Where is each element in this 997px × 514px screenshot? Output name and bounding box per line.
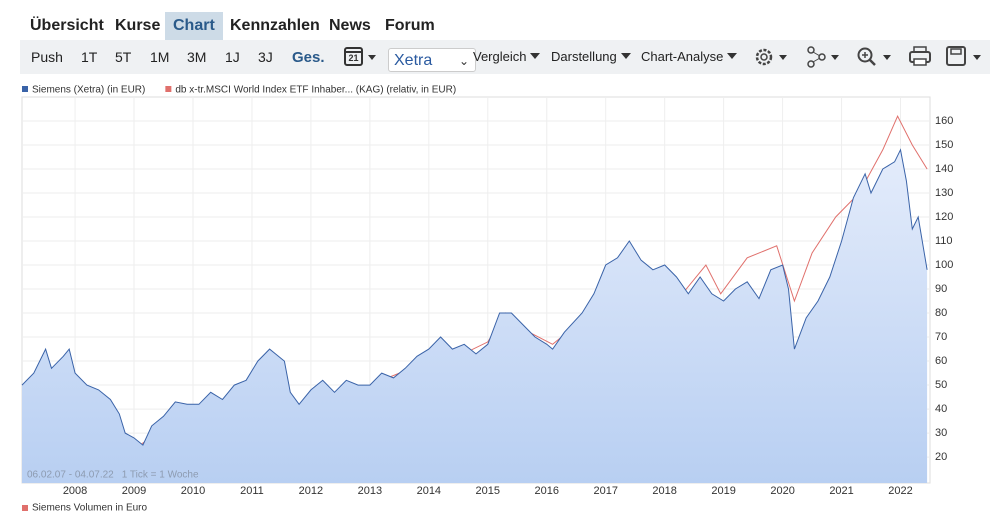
range-button[interactable]: 5T (115, 49, 132, 65)
x-tick-label: 2008 (63, 485, 87, 497)
exchange: Xetra (394, 52, 433, 69)
y-tick-label: 100 (935, 259, 953, 271)
range-button[interactable]: Ges. (292, 49, 325, 66)
x-tick-label: 2018 (652, 485, 676, 497)
range-button[interactable]: Push (31, 49, 63, 65)
y-tick-label: 40 (935, 403, 947, 415)
range-button[interactable]: 3J (258, 49, 273, 65)
calendar-day: 21 (348, 53, 358, 63)
range-button[interactable]: 1T (81, 49, 98, 65)
y-tick-label: 60 (935, 355, 947, 367)
calendar-icon[interactable]: 21 (344, 47, 376, 66)
x-tick-label: 2016 (535, 485, 559, 497)
series-line (21, 148, 928, 446)
legend-label: Siemens Volumen in Euro (32, 503, 148, 514)
plot-area (21, 96, 931, 484)
toolbar-icons: 21 (344, 46, 981, 68)
nodes-icon[interactable] (807, 46, 839, 68)
range-button[interactable]: 1M (150, 49, 170, 65)
nav-tab[interactable]: News (329, 17, 371, 34)
x-tick-label: 2022 (888, 485, 912, 497)
range-button[interactable]: 1J (225, 49, 240, 65)
series-line (21, 115, 928, 446)
x-tick-label: 2012 (299, 485, 323, 497)
tick-note: 1 Tick = 1 Woche (122, 470, 199, 481)
dropdown-arrow (620, 53, 631, 59)
period-label: 06.02.07 - 04.07.22 (27, 470, 114, 481)
nav-tab[interactable]: Kurse (115, 17, 161, 34)
chevron: ⌄ (458, 54, 469, 68)
toolbar (20, 40, 990, 74)
menu[interactable]: Vergleich (473, 49, 541, 64)
y-tick-label: 140 (935, 163, 953, 175)
x-tick-label: 2013 (358, 485, 382, 497)
y-tick-label: 160 (935, 115, 953, 127)
y-tick-label: 30 (935, 427, 947, 439)
legend-label: Siemens (Xetra) (in EUR) (32, 85, 145, 96)
legend-swatch (22, 86, 28, 92)
save-icon[interactable] (946, 46, 981, 66)
y-tick-label: 120 (935, 211, 953, 223)
zoom-icon[interactable] (857, 47, 892, 66)
nav-tab[interactable]: Kennzahlen (230, 17, 320, 34)
legend-label: db x-tr.MSCI World Index ETF Inhaber... … (175, 85, 456, 96)
y-tick-label: 90 (935, 283, 947, 295)
nav-tab[interactable]: Forum (385, 17, 435, 34)
y-tick-label: 130 (935, 187, 953, 199)
y-tick-label: 110 (935, 235, 953, 247)
x-tick-label: 2010 (181, 485, 205, 497)
x-tick-label: 2019 (711, 485, 735, 497)
settings-icon[interactable] (755, 48, 787, 66)
x-tick-label: 2021 (829, 485, 853, 497)
menu[interactable]: Chart-Analyse (641, 49, 738, 64)
x-tick-label: 2015 (476, 485, 500, 497)
x-tick-label: 2014 (417, 485, 441, 497)
nav-tab[interactable]: Übersicht (30, 17, 104, 34)
x-tick-label: 2017 (593, 485, 617, 497)
y-tick-label: 20 (935, 451, 947, 463)
x-tick-label: 2009 (122, 485, 146, 497)
dropdown-arrow (727, 53, 738, 59)
y-tick-label: 50 (935, 379, 947, 391)
x-tick-label: 2020 (770, 485, 794, 497)
nav-tab[interactable]: Chart (165, 12, 223, 40)
y-tick-label: 80 (935, 307, 947, 319)
legend-swatch (22, 505, 28, 511)
area-fill (22, 149, 928, 484)
exchange-select[interactable]: Xetra ⌄ (388, 48, 476, 72)
y-tick-label: 70 (935, 331, 947, 343)
x-tick-label: 2011 (240, 485, 264, 497)
print-icon[interactable] (909, 46, 931, 66)
y-tick-label: 150 (935, 139, 953, 151)
legend-swatch (165, 86, 172, 92)
menu[interactable]: Darstellung (551, 49, 631, 64)
range-button[interactable]: 3M (187, 49, 207, 65)
dropdown-arrow (530, 53, 541, 59)
